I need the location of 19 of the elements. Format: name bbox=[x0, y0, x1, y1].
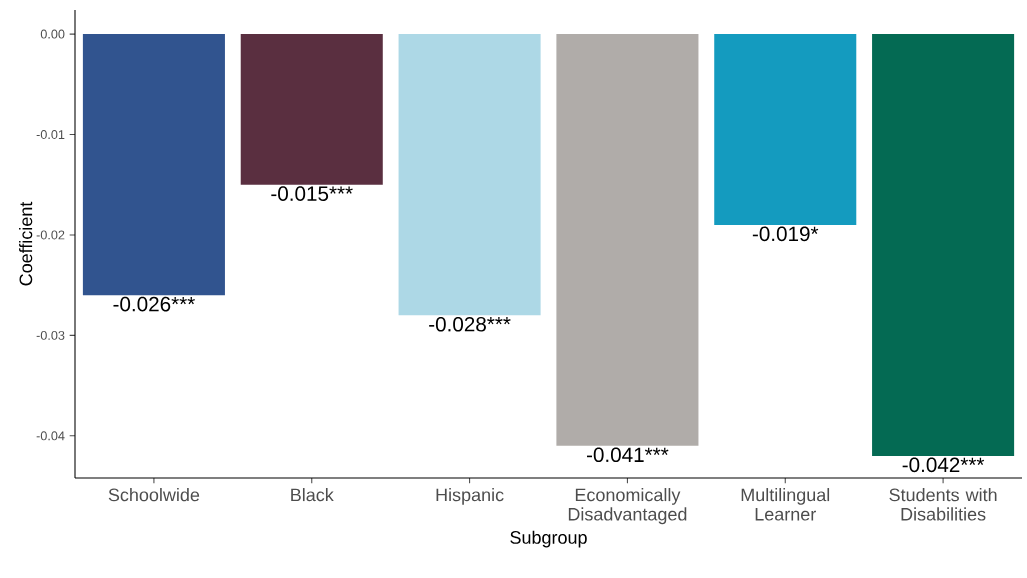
x-tick-label: Schoolwide bbox=[108, 488, 200, 502]
y-tick-label: -0.04 bbox=[36, 431, 65, 441]
data-label: -0.042*** bbox=[902, 457, 985, 473]
x-tick-label: Students with Disabilities bbox=[889, 488, 997, 521]
y-tick-label: 0.00 bbox=[40, 29, 65, 39]
y-tick-label: -0.02 bbox=[36, 230, 65, 240]
data-label: -0.041*** bbox=[586, 447, 669, 463]
data-label: -0.028*** bbox=[429, 316, 511, 332]
y-axis-title: Coefficient bbox=[19, 201, 33, 286]
data-label: -0.015*** bbox=[271, 186, 353, 201]
x-tick-label: Economically Disadvantaged bbox=[568, 488, 687, 525]
x-axis-title: Subgroup bbox=[510, 530, 587, 548]
data-label: -0.026*** bbox=[113, 296, 195, 312]
x-tick-label: Hispanic bbox=[436, 488, 504, 505]
x-tick-label: Multilingual Learner bbox=[741, 488, 830, 521]
y-tick-label: -0.03 bbox=[36, 330, 65, 340]
data-label: -0.019* bbox=[752, 226, 819, 242]
x-tick-label: Black bbox=[291, 488, 334, 502]
y-tick-label: -0.01 bbox=[36, 130, 65, 140]
